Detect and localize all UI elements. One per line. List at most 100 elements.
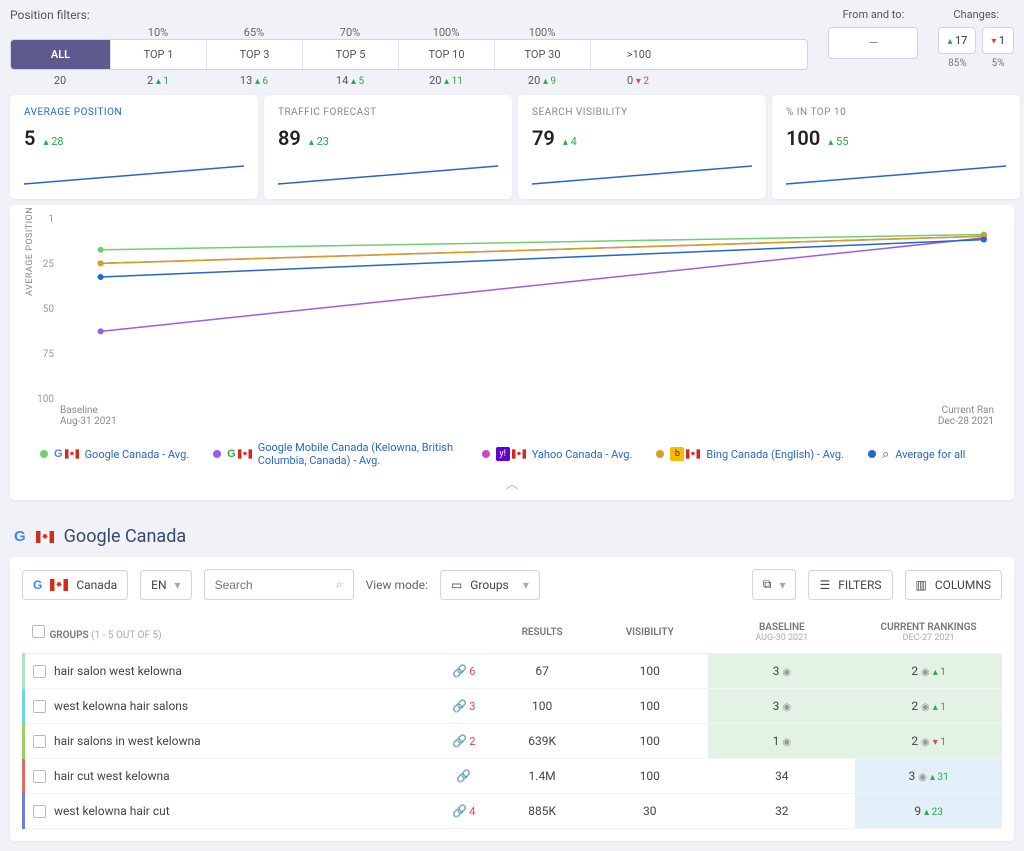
legend-item[interactable]: bBing Canada (English) - Avg. [656,441,844,467]
link-icon[interactable]: 🔗 4 [452,804,475,818]
table-row[interactable]: west kelowna hair salons🔗 31001003 ◉2 ◉ … [24,689,1003,724]
kpi-card[interactable]: % IN TOP 10100 ▴ 55 [772,95,1020,199]
kpi-cards-row: AVERAGE POSITION 5 ▴ 28 TRAFFIC FORECAST89… [0,95,1024,199]
kpi-value: 79 ▴ 4 [532,126,752,150]
cell-current: 2 ◉ ▴ 1 [855,654,1002,689]
fromto-label: From and to: [828,8,918,21]
copy-button[interactable]: ⧉▾ [752,569,797,600]
date-range-picker[interactable]: — [828,27,918,59]
y-tick: 75 [30,349,54,360]
tab-count: 13 ▴ 6 [206,74,302,87]
kpi-value: 5 ▴ 28 [24,126,244,150]
position-tab[interactable]: TOP 5 [303,40,399,69]
position-tab[interactable]: TOP 3 [207,40,303,69]
filters-button[interactable]: ☰ FILTERS [808,570,892,600]
position-tab[interactable]: TOP 30 [495,40,591,69]
table-row[interactable]: hair cut west kelowna🔗 1.4M100343 ◉ ▴ 31 [24,759,1003,794]
tab-pct: 70% [302,26,398,39]
table-row[interactable]: hair salon west kelowna🔗 6671003 ◉2 ◉ ▴ … [24,654,1003,689]
row-checkbox[interactable] [33,805,46,818]
table-row[interactable]: hair salons in west kelowna🔗 2639K1001 ◉… [24,724,1003,759]
link-icon[interactable]: 🔗 [456,769,471,783]
cell-baseline: 1 ◉ [708,724,855,759]
filters-title: Position filters: [10,8,808,22]
language-selector[interactable]: EN ▾ [140,570,191,600]
col-current[interactable]: CURRENT RANKINGSDEC-27 2021 [855,612,1002,654]
collapse-chevron-icon[interactable]: ︿ [20,471,1004,492]
col-visibility[interactable]: VISIBILITY [591,612,708,654]
search-box[interactable]: ⌕ [204,569,354,600]
position-filters-bar: Position filters: 10%65%70%100%100% ALLT… [0,0,1024,95]
select-all-checkbox[interactable] [32,625,45,638]
cell-current: 2 ◉ ▾ 1 [855,724,1002,759]
legend-item[interactable]: GGoogle Mobile Canada (Kelowna, British … [213,441,458,467]
table-row[interactable]: west kelowna hair cut🔗 4885K30329 ▴ 23 [24,794,1003,829]
kpi-card[interactable]: SEARCH VISIBILITY 79 ▴ 4 [518,95,766,199]
row-checkbox[interactable] [33,735,46,748]
tab-count: 20 [10,74,110,87]
tab-pct: 100% [398,26,494,39]
position-tab[interactable]: TOP 1 [111,40,207,69]
tab-count: 14 ▴ 5 [302,74,398,87]
tab-pct [10,26,110,39]
search-icon: ⌕ [336,577,343,592]
kpi-value: 89 ▴ 23 [278,126,498,150]
changes-down-box[interactable]: ▾ 1 [982,27,1014,54]
cell-results: 100 [493,689,591,724]
tab-count: 0 ▾ 2 [590,74,686,87]
y-tick: 1 [30,214,54,225]
cell-visibility: 100 [591,724,708,759]
kpi-title: SEARCH VISIBILITY [532,107,752,118]
search-input[interactable] [215,578,328,592]
keyword-text: hair salon west kelowna [54,664,182,678]
columns-button[interactable]: ▥ COLUMNS [905,570,1003,600]
kpi-card[interactable]: TRAFFIC FORECAST89 ▴ 23 [264,95,512,199]
table-panel: G Canada EN ▾ ⌕ View mode: ▭ Groups ▾ ⧉▾… [10,557,1014,841]
canada-flag-icon [50,579,68,591]
position-tab[interactable]: ALL [11,40,111,69]
row-checkbox[interactable] [33,770,46,783]
country-selector[interactable]: G Canada [22,570,128,600]
row-checkbox[interactable] [33,665,46,678]
col-groups[interactable]: GROUPS [49,630,88,641]
keyword-text: west kelowna hair salons [54,699,188,713]
kpi-title: AVERAGE POSITION [24,107,244,118]
row-checkbox[interactable] [33,700,46,713]
cell-current: 9 ▴ 23 [855,794,1002,829]
cell-visibility: 100 [591,689,708,724]
position-tab[interactable]: TOP 10 [399,40,495,69]
kpi-card[interactable]: AVERAGE POSITION 5 ▴ 28 [10,95,258,199]
cell-visibility: 100 [591,654,708,689]
canada-flag-icon [36,531,54,543]
chart-legend: GGoogle Canada - Avg. GGoogle Mobile Cana… [20,427,1004,471]
y-tick: 50 [30,304,54,315]
changes-label: Changes: [938,8,1014,21]
kpi-sparkline [532,160,752,190]
legend-item[interactable]: ⌕Average for all [868,441,965,467]
legend-item[interactable]: GGoogle Canada - Avg. [40,441,189,467]
tab-pct [590,26,686,39]
col-baseline[interactable]: BASELINEAUG-30 2021 [708,612,855,654]
kpi-sparkline [278,160,498,190]
kpi-sparkline [24,160,244,190]
chart-x-right: Current RanDec-28 2021 [938,405,994,427]
cell-results: 639K [493,724,591,759]
link-icon[interactable]: 🔗 6 [452,664,475,678]
kpi-value: 100 ▴ 55 [786,126,1006,150]
view-mode-selector[interactable]: ▭ Groups ▾ [440,570,540,600]
keyword-text: hair cut west kelowna [54,769,170,783]
google-icon: G [14,528,26,545]
link-icon[interactable]: 🔗 3 [452,699,475,713]
cell-results: 885K [493,794,591,829]
legend-item[interactable]: y!Yahoo Canada - Avg. [482,441,633,467]
position-tabs: ALLTOP 1TOP 3TOP 5TOP 10TOP 30>100 [10,39,808,70]
cell-baseline: 32 [708,794,855,829]
position-tab[interactable]: >100 [591,40,687,69]
cell-current: 3 ◉ ▴ 31 [855,759,1002,794]
link-icon[interactable]: 🔗 2 [452,734,475,748]
col-results[interactable]: RESULTS [493,612,591,654]
changes-up-box[interactable]: ▴ 17 [938,27,976,54]
folder-icon: ▭ [451,578,462,592]
tab-pct: 65% [206,26,302,39]
filter-icon: ☰ [819,578,830,592]
